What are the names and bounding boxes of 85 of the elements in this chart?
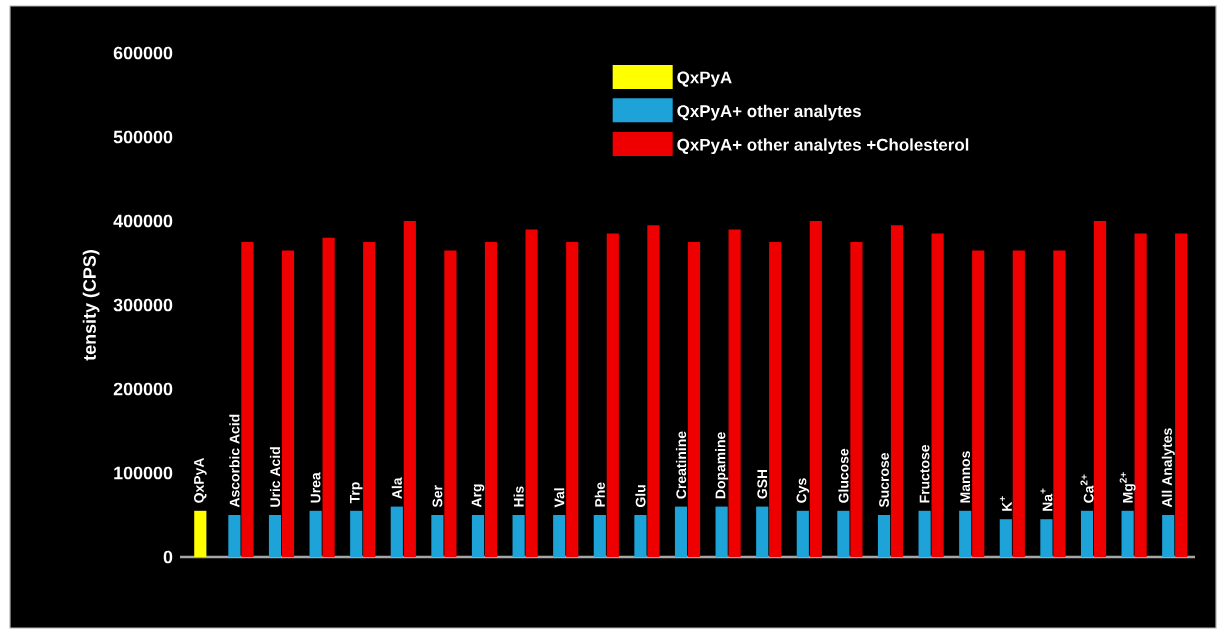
y-tick-label: 500000 (113, 130, 173, 144)
x-tick-label: QxPyA (194, 458, 207, 503)
x-tick-label: Uric Acid (269, 447, 281, 507)
bar (241, 242, 254, 557)
x-tick-label: Mannos (960, 451, 971, 503)
x-tick-label: Urea (310, 472, 321, 503)
x-tick-label: Dopamine (715, 432, 729, 499)
x-tick-label: Sucrose (879, 453, 889, 508)
bar (728, 229, 741, 557)
bar (363, 242, 376, 557)
bar (1053, 250, 1066, 557)
bar (1093, 221, 1107, 557)
x-tick-label: Creatinine (675, 431, 687, 499)
bar (525, 229, 538, 557)
bar (593, 515, 606, 557)
bar (931, 233, 944, 557)
bar (796, 510, 809, 557)
bar (444, 250, 457, 557)
bar (228, 515, 241, 557)
y-axis-title: tensity (CPS) (82, 250, 100, 361)
x-tick-label: Phe (594, 482, 605, 507)
y-tick-label: 300000 (113, 298, 173, 312)
x-tick-label: Fructose (919, 444, 930, 503)
x-tick-label: Ca$^{2+}$ (1080, 474, 1094, 503)
legend-label: QxPyA+ other analytes (677, 104, 861, 121)
x-tick-label: Cys (796, 478, 810, 503)
bar (403, 221, 416, 557)
bar (390, 506, 403, 557)
bar (877, 515, 891, 557)
bar (281, 250, 295, 557)
bar (769, 242, 782, 557)
x-tick-label: K$^{+}$ (999, 496, 1012, 511)
y-tick-label: 100000 (114, 466, 173, 480)
bar (1134, 233, 1147, 557)
y-tick-label: 400000 (113, 214, 173, 228)
bar (687, 242, 701, 557)
bar (890, 225, 904, 557)
bar (647, 225, 660, 557)
x-tick-label: Ala (391, 477, 402, 499)
x-tick-label: Ascorbic Acid (229, 414, 240, 508)
x-tick-label: Glucose (838, 448, 849, 503)
x-tick-label: Mg$^{2+}$ (1119, 472, 1136, 503)
x-tick-label: Na$^{+}$ (1040, 488, 1053, 511)
bar (512, 515, 525, 557)
bar (972, 250, 985, 557)
bar (350, 510, 363, 557)
bar (1080, 510, 1094, 557)
bar (194, 510, 207, 557)
legend-label: QxPyA+ other analytes +Cholesterol (677, 138, 969, 155)
x-tick-label: Trp (349, 482, 363, 504)
bar (715, 506, 728, 557)
bar (1175, 233, 1188, 557)
bar (634, 515, 647, 557)
bar (1012, 250, 1025, 557)
bar (850, 242, 863, 557)
bar (1162, 515, 1175, 557)
bar (484, 242, 498, 557)
bar (809, 221, 822, 557)
bar (471, 515, 485, 557)
x-tick-label: Glu (635, 485, 646, 507)
x-tick-label: Ser (432, 485, 443, 508)
x-tick-label: Arg (471, 484, 485, 508)
bar (837, 510, 850, 557)
x-tick-label: All Analytes (1161, 428, 1175, 508)
legend-label: QxPyA (677, 71, 732, 87)
bar (999, 519, 1012, 557)
x-tick-label: His (513, 486, 524, 507)
bar (268, 515, 282, 557)
bar (309, 510, 322, 557)
bar (322, 237, 335, 557)
bar (1040, 519, 1053, 557)
y-tick-label: 600000 (113, 46, 173, 60)
bar (674, 506, 688, 557)
y-tick-label: 200000 (113, 382, 173, 396)
bar (431, 515, 444, 557)
bar (959, 510, 972, 557)
x-tick-label: Val (554, 488, 565, 508)
bar (566, 242, 579, 557)
bar (1121, 510, 1134, 557)
x-tick-label: GSH (757, 469, 768, 499)
bar (553, 515, 566, 557)
bar (756, 506, 769, 557)
bar (918, 510, 931, 557)
y-tick-label: 0 (163, 550, 173, 564)
bar (606, 233, 619, 557)
